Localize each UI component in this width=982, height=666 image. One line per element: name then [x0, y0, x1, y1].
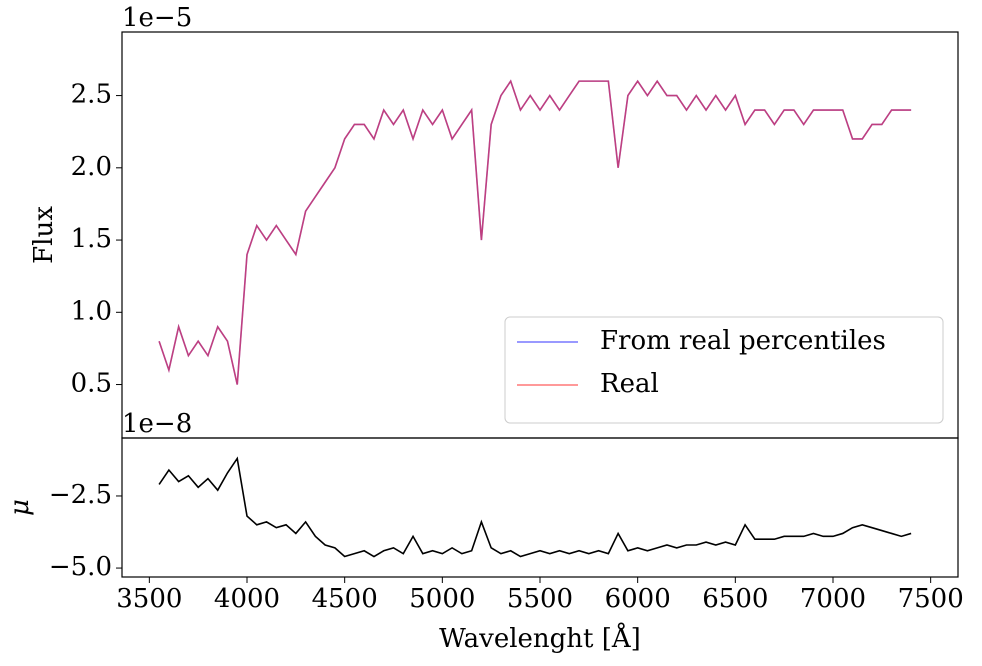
y-tick-label: −5.0 — [49, 552, 112, 582]
offset-text: 1e−8 — [122, 409, 192, 439]
x-tick-label: 5500 — [507, 584, 573, 614]
x-tick-label: 7000 — [800, 584, 866, 614]
x-tick-label: 6000 — [605, 584, 671, 614]
x-tick-label: 4000 — [214, 584, 280, 614]
y-axis-label: μ — [5, 499, 35, 516]
x-tick-label: 6500 — [702, 584, 768, 614]
axes-frame — [121, 437, 959, 578]
x-axis-label: Wavelenght [Å] — [439, 622, 641, 654]
legend-label: From real percentiles — [600, 326, 886, 356]
x-tick-label: 3500 — [116, 584, 182, 614]
series-line — [158, 456, 912, 558]
x-tick-label: 5000 — [409, 584, 475, 614]
y-tick-label: 0.5 — [71, 369, 112, 399]
offset-text: 1e−5 — [122, 3, 192, 33]
y-tick-label: 1.0 — [71, 296, 112, 326]
x-tick-label: 7500 — [898, 584, 964, 614]
y-tick-label: −2.5 — [49, 480, 112, 510]
y-tick-label: 2.5 — [71, 80, 112, 110]
y-tick-label: 2.0 — [71, 152, 112, 182]
legend-label: Real — [600, 369, 659, 399]
legend-box — [504, 316, 944, 424]
series-line — [158, 79, 912, 385]
y-tick-label: 1.5 — [71, 224, 112, 254]
y-axis-label: Flux — [29, 206, 59, 264]
x-tick-label: 4500 — [312, 584, 378, 614]
